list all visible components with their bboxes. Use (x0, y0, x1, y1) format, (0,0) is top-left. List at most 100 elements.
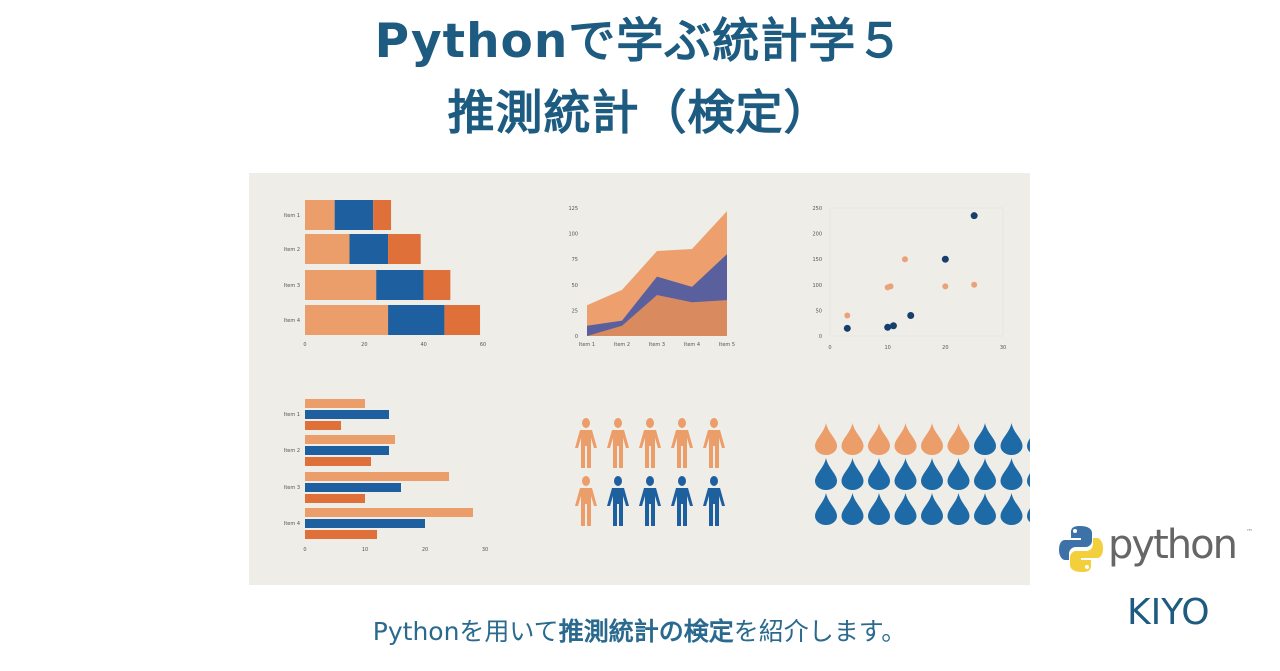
drop-icon (1027, 473, 1030, 488)
drop-icon (947, 458, 970, 491)
grouped-bar (305, 421, 341, 430)
drop-icon (815, 423, 837, 455)
stacked-bar-segment (334, 200, 374, 230)
drop-icon (947, 493, 970, 525)
grouped-bar-x-tick: 20 (422, 547, 428, 553)
stacked-bar-category-label: Item 2 (284, 247, 300, 253)
person-icon (575, 476, 597, 526)
stacked-bar-category-label: Item 3 (284, 283, 300, 289)
stacked-bar-segment (305, 270, 377, 300)
drop-icon (815, 458, 837, 490)
drop-icon (921, 458, 943, 490)
area-y-tick: 50 (572, 283, 578, 289)
area-x-tick: Item 5 (719, 342, 735, 348)
area-y-tick: 125 (568, 206, 578, 212)
drop-icon (974, 458, 996, 490)
scatter-point-orange (844, 312, 851, 319)
drop-icon (1000, 458, 1023, 491)
subtitle-bold: 推測統計の検定 (558, 617, 734, 646)
stacked-bar-segment (349, 234, 389, 264)
drop-icon (947, 423, 970, 455)
title-line-2: 推測統計（検定） (447, 86, 832, 141)
person-icon (607, 476, 629, 526)
grouped-bar-category-label: Item 1 (284, 412, 300, 418)
scatter-y-tick: 150 (812, 257, 822, 263)
area-layer (587, 295, 727, 336)
person-icon (703, 418, 725, 468)
grouped-bar-category-label: Item 3 (284, 485, 300, 491)
scatter-point-orange (942, 283, 949, 290)
scatter-point-orange (971, 281, 978, 288)
author-name: KIYO (1127, 592, 1210, 633)
title-line-1: Pythonで学ぶ統計学５ (374, 14, 905, 69)
area-x-tick: Item 2 (614, 342, 630, 348)
scatter-x-tick: 20 (942, 345, 948, 351)
stacked-bar-category-label: Item 4 (284, 318, 300, 324)
scatter-point-blue (889, 322, 897, 330)
person-icon (639, 418, 661, 468)
drop-icon (868, 458, 890, 490)
grouped-bar (305, 399, 365, 408)
stacked-bar-segment (423, 270, 451, 300)
drop-icon (1027, 508, 1030, 523)
area-y-tick: 25 (572, 308, 578, 314)
charts-illustration-photo: Item 1 Item 2 Item 3 Item 4 0 20 40 60 Item 1 Ite… (249, 173, 1030, 585)
drop-icon (921, 493, 943, 525)
drop-icon (894, 423, 917, 455)
stacked-bar-segment (305, 234, 350, 264)
python-wordmark: python (1108, 522, 1238, 568)
scatter-point-blue (843, 324, 851, 332)
stacked-bar-category-label: Item 1 (284, 213, 300, 219)
person-icon (575, 418, 597, 468)
drop-icon (894, 458, 917, 491)
drop-icon (974, 493, 996, 525)
subtitle: Pythonを用いて推測統計の検定を紹介します。 (249, 616, 1030, 648)
area-y-tick: 100 (568, 232, 578, 238)
stacked-bar-segment (388, 305, 445, 335)
grouped-bar (305, 446, 389, 455)
scatter-y-tick: 100 (812, 283, 822, 289)
stacked-bar-segment (373, 200, 392, 230)
scatter-y-tick: 0 (819, 334, 822, 340)
area-x-tick: Item 4 (684, 342, 700, 348)
grouped-bar-category-label: Item 2 (284, 448, 300, 454)
grouped-bar-x-tick: 30 (482, 547, 488, 553)
scatter-y-tick: 50 (816, 308, 822, 314)
scatter-y-tick: 250 (812, 206, 822, 212)
stacked-bar-segment (305, 305, 389, 335)
scatter-point-blue (941, 255, 949, 263)
area-x-tick: Item 1 (579, 342, 595, 348)
scatter-x-tick: 10 (884, 345, 890, 351)
subtitle-prefix: Pythonを用いて (372, 617, 559, 646)
trademark: ™ (1246, 528, 1253, 536)
person-icon (703, 476, 725, 526)
drop-icon (815, 493, 837, 525)
person-icon (671, 476, 693, 526)
person-icon (607, 418, 629, 468)
drop-icon (841, 458, 864, 491)
stacked-bar-segment (376, 270, 424, 300)
area-x-tick: Item 3 (649, 342, 665, 348)
drop-icon (868, 493, 890, 525)
grouped-bar (305, 530, 377, 539)
stacked-bar-x-tick: 20 (361, 342, 367, 348)
stacked-bar-x-tick: 40 (420, 342, 426, 348)
grouped-bar-x-tick: 10 (362, 547, 368, 553)
scatter-point-orange (887, 283, 894, 290)
scatter-point-blue (970, 212, 978, 220)
drop-icon (1000, 423, 1023, 455)
grouped-bar (305, 410, 389, 419)
drop-icon (1000, 493, 1023, 525)
drop-icon (1027, 438, 1030, 453)
subtitle-suffix: を紹介します。 (733, 617, 907, 646)
scatter-plot-frame (829, 207, 1004, 337)
grouped-bar (305, 494, 365, 503)
stacked-bar-x-tick: 60 (480, 342, 486, 348)
scatter-point-blue (884, 323, 892, 331)
grouped-bar (305, 483, 401, 492)
drop-icon (894, 493, 917, 525)
area-y-tick: 75 (572, 257, 578, 263)
drop-icon (974, 423, 996, 455)
area-y-tick: 0 (575, 334, 578, 340)
scatter-point-orange (901, 256, 908, 263)
